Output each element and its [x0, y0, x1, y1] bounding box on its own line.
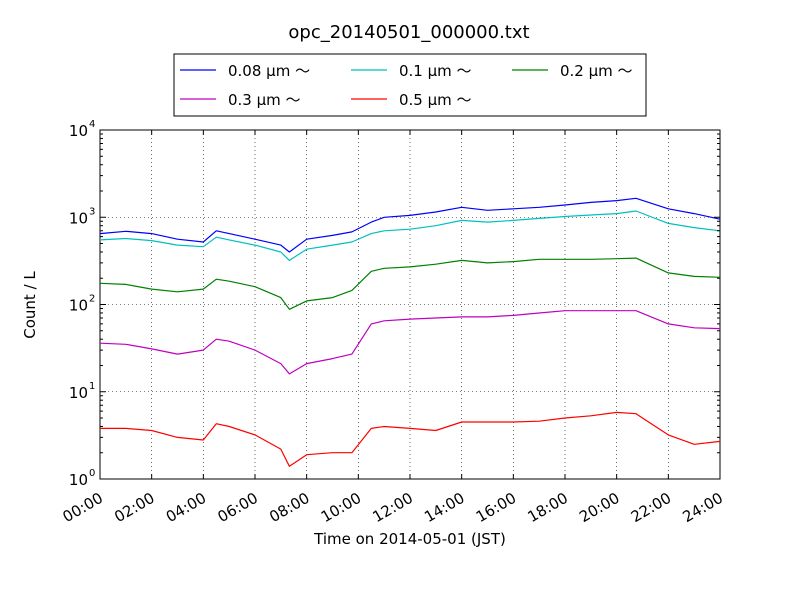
x-axis-label: Time on 2014-05-01 (JST): [313, 530, 506, 548]
x-tick-label: 16:00: [473, 489, 519, 526]
y-tick-exponent: 3: [89, 206, 95, 217]
x-tick-label: 14:00: [421, 489, 467, 526]
y-tick-exponent: 4: [89, 119, 95, 130]
x-tick-label: 06:00: [215, 489, 261, 526]
series-line-4: [99, 310, 721, 375]
legend-item: 0.08 μm ～: [180, 62, 310, 80]
series-line-5: [100, 411, 721, 467]
y-tick-label: 10 1: [69, 381, 95, 402]
legend-label: 0.1 μm ～: [399, 62, 472, 80]
y-tick-base: 10: [69, 384, 88, 402]
y-axis-label: Count / L: [21, 271, 39, 339]
x-tick-label: 12:00: [370, 489, 416, 526]
y-tick-exponent: 1: [89, 381, 95, 392]
x-tick-label: 22:00: [628, 489, 674, 526]
y-tick-base: 10: [69, 471, 88, 489]
legend-label: 0.3 μm ～: [228, 91, 301, 109]
legend-item: 0.5 μm ～: [351, 91, 472, 109]
tick-marks: [99, 129, 721, 480]
x-tick-label: 24:00: [680, 489, 726, 526]
legend-item: 0.1 μm ～: [351, 62, 472, 80]
legend-item: 0.3 μm ～: [180, 91, 301, 109]
x-tick-labels: 00:00 02:00 04:00 06:00 08:00 10:00 12:00 14:00…: [60, 489, 726, 526]
legend-label: 0.5 μm ～: [399, 91, 472, 109]
x-tick-label: 08:00: [266, 489, 312, 526]
legend-label: 0.08 μm ～: [228, 62, 310, 80]
y-tick-exponent: 0: [89, 468, 95, 479]
series-line-3: [99, 257, 721, 310]
x-tick-label: 02:00: [111, 489, 157, 526]
x-tick-label: 00:00: [60, 489, 106, 526]
y-tick-base: 10: [69, 297, 88, 315]
x-tick-label: 04:00: [163, 489, 209, 526]
y-tick-label: 10 2: [69, 294, 95, 315]
chart-title: opc_20140501_000000.txt: [288, 22, 529, 43]
y-tick-base: 10: [69, 122, 88, 140]
y-tick-exponent: 2: [89, 294, 95, 305]
x-tick-label: 20:00: [576, 489, 622, 526]
grid: [100, 130, 720, 479]
plot-area: [99, 129, 721, 480]
series-line-2: [99, 210, 721, 261]
legend: 0.08 μm ～ 0.1 μm ～ 0.2 μm ～ 0.3 μm ～ 0.5 μm …: [173, 53, 647, 117]
y-tick-label: 10 0: [69, 468, 95, 489]
y-tick-label: 10 3: [69, 206, 95, 227]
x-tick-label: 10:00: [318, 489, 364, 526]
y-tick-base: 10: [69, 209, 88, 227]
y-tick-label: 10 4: [69, 119, 95, 140]
series-line-1: [99, 197, 721, 253]
x-tick-label: 18:00: [525, 489, 571, 526]
series-lines: [99, 197, 721, 467]
legend-label: 0.2 μm ～: [560, 62, 633, 80]
legend-item: 0.2 μm ～: [512, 62, 633, 80]
legend-frame: [173, 53, 647, 117]
